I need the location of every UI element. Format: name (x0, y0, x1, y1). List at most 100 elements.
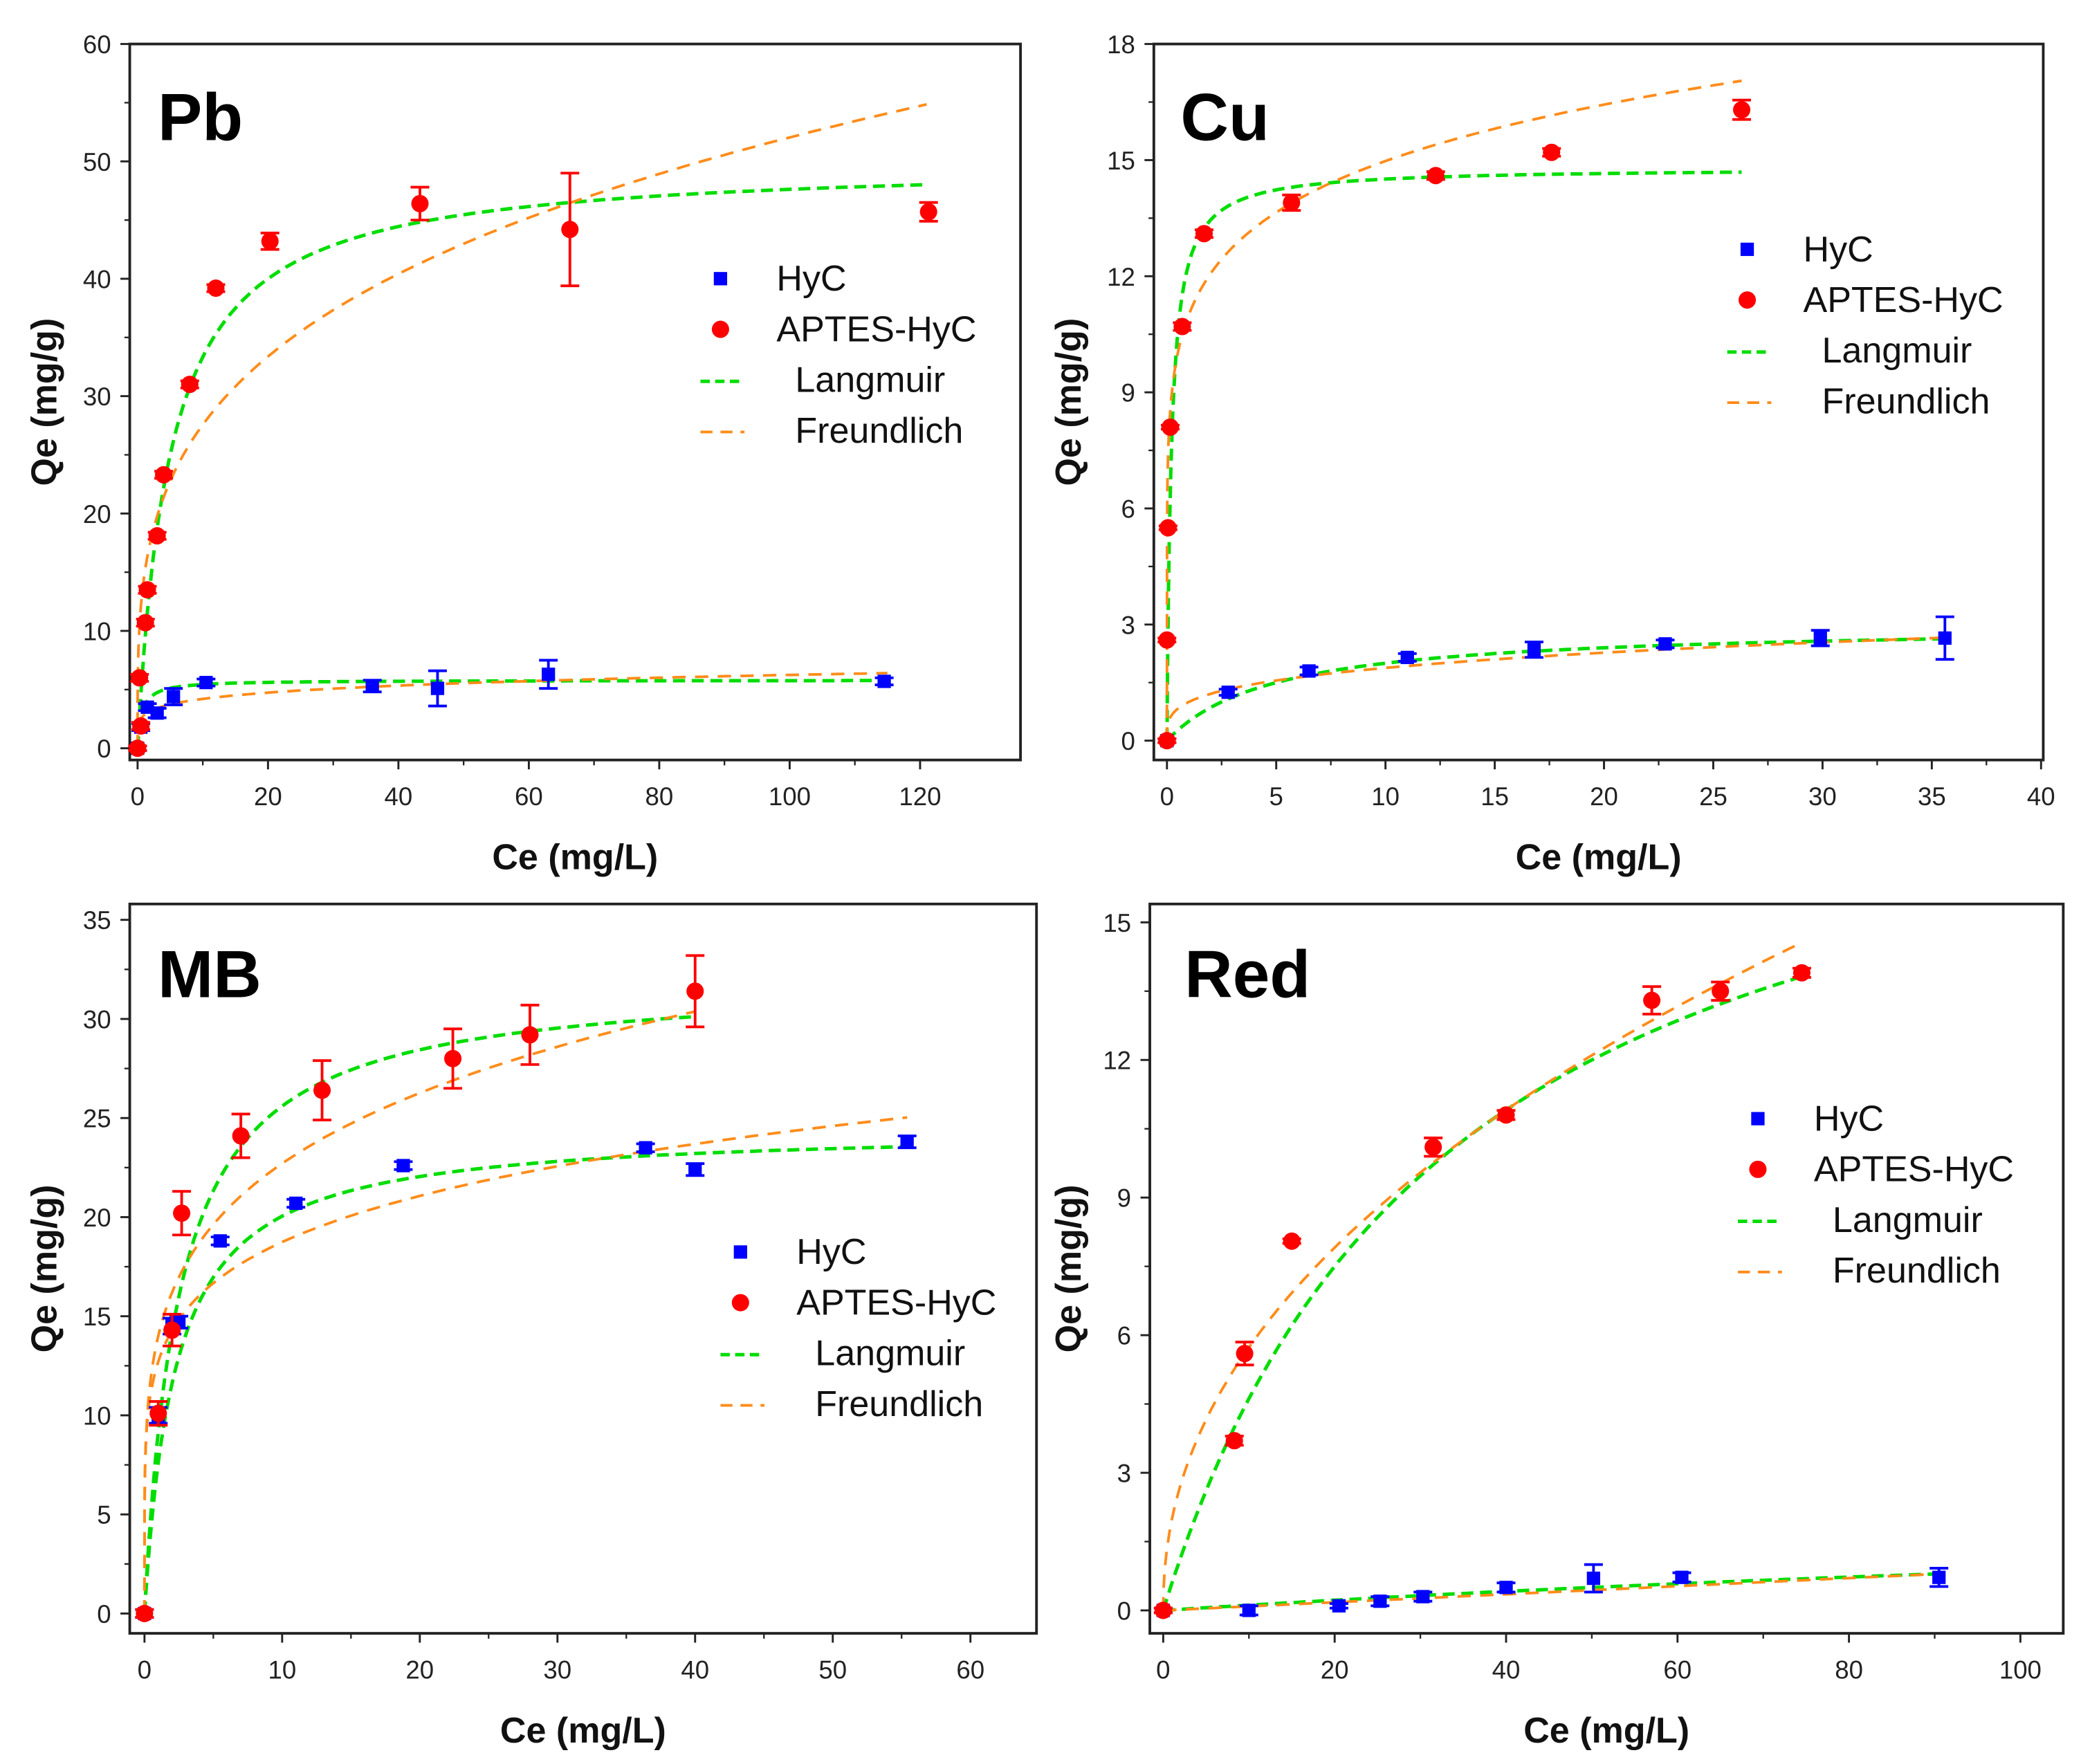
aptes-hyc-data-point (148, 527, 166, 545)
aptes-hyc-data-point (1154, 1601, 1172, 1619)
aptes-hyc-data-point (411, 194, 429, 212)
y-tick-label: 10 (83, 1402, 111, 1430)
hyc-data-point (1932, 1570, 1946, 1584)
x-tick-label: 40 (1492, 1656, 1521, 1684)
x-tick-label: 15 (1480, 782, 1509, 811)
y-tick-label: 0 (97, 735, 111, 763)
aptes-hyc-data-point (919, 203, 937, 221)
hyc-data-point (289, 1196, 303, 1211)
y-tick-label: 0 (97, 1600, 111, 1628)
legend-label: Freundlich (1822, 382, 1990, 422)
x-tick-label: 60 (956, 1656, 984, 1684)
legend-circle-icon (1749, 1160, 1767, 1178)
y-tick-label: 25 (83, 1105, 111, 1133)
legend-square-icon (733, 1245, 747, 1259)
x-tick-label: 40 (681, 1656, 709, 1684)
aptes-hyc-data-point (207, 279, 225, 297)
aptes-hyc-data-point (1424, 1138, 1442, 1156)
x-axis-label: Ce (mg/L) (500, 1711, 666, 1751)
hyc-data-point (1332, 1599, 1346, 1613)
legend: HyC APTES-HyC Langmuir Freundlich (1727, 230, 2004, 422)
aptes-hyc-data-point (1225, 1432, 1243, 1450)
y-tick-label: 12 (1103, 1047, 1131, 1075)
x-tick-label: 100 (1999, 1656, 2042, 1684)
y-tick-label: 12 (1107, 263, 1135, 291)
hyc-data-point (1658, 637, 1672, 651)
x-tick-label: 0 (138, 1656, 152, 1684)
legend-label: Freundlich (795, 411, 963, 451)
x-tick-label: 35 (1918, 782, 1946, 811)
y-tick-label: 0 (1121, 727, 1135, 755)
plot-frame (1152, 42, 2045, 762)
x-tick-label: 60 (515, 782, 543, 811)
legend-circle-icon (1739, 291, 1757, 309)
aptes-hyc-data-point (1161, 418, 1180, 437)
legend: HyC APTES-HyC Langmuir Freundlich (1738, 1099, 2014, 1291)
y-tick-label: 30 (83, 1005, 111, 1033)
legend-square-icon (713, 272, 728, 286)
legend: HyC APTES-HyC Langmuir Freundlich (700, 259, 976, 451)
x-tick-label: 20 (254, 782, 282, 811)
y-axis-label: Qe (mg/g) (1049, 1185, 1089, 1353)
aptes-hyc-data-point (136, 1604, 154, 1622)
x-tick-label: 100 (769, 782, 811, 811)
freundlich-fit-line (1165, 79, 1742, 741)
legend-label: HyC (776, 259, 846, 299)
plot-frame (1148, 902, 2065, 1635)
hyc-data-point (150, 706, 164, 720)
y-tick-label: 18 (1107, 30, 1135, 59)
y-tick-label: 9 (1121, 379, 1135, 407)
y-tick-label: 60 (83, 30, 111, 59)
aptes-hyc-data-point (1283, 194, 1301, 212)
hyc-data-point (877, 674, 891, 688)
hyc-data-point (1527, 643, 1541, 656)
freundlich-fit-line (143, 1116, 908, 1614)
y-axis-label: Qe (mg/g) (1049, 318, 1089, 486)
aptes-hyc-data-point (1793, 964, 1810, 982)
langmuir-fit-line (1165, 636, 1945, 742)
hyc-data-point (365, 679, 379, 693)
aptes-hyc-data-point (1427, 167, 1445, 185)
legend-label: HyC (1814, 1099, 1884, 1139)
x-tick-label: 50 (818, 1656, 847, 1684)
legend-label: Langmuir (1833, 1200, 1983, 1240)
hyc-data-point (1586, 1571, 1601, 1586)
aptes-hyc-data-point (313, 1081, 331, 1099)
y-tick-label: 10 (83, 617, 111, 645)
x-tick-label: 0 (1156, 1656, 1170, 1684)
x-tick-label: 25 (1699, 782, 1727, 811)
y-tick-label: 3 (1117, 1460, 1131, 1488)
y-tick-label: 20 (83, 1204, 111, 1232)
aptes-hyc-data-point (561, 221, 579, 239)
aptes-hyc-data-point (232, 1127, 250, 1145)
chart-panel-mb: 0 10 20 30 40 50 60 0 5 10 15 20 25 30 35 Ce (mg/L) Qe (… (25, 902, 1038, 1751)
aptes-hyc-data-point (1712, 982, 1730, 1000)
legend-label: APTES-HyC (1803, 280, 2003, 320)
y-tick-label: 15 (1107, 147, 1135, 175)
panel-title: Pb (158, 80, 243, 154)
legend-label: Langmuir (1822, 331, 1972, 371)
legend-label: APTES-HyC (776, 309, 976, 349)
y-tick-label: 30 (83, 383, 111, 411)
y-axis-label: Qe (mg/g) (25, 1185, 65, 1353)
aptes-hyc-data-point (163, 1321, 181, 1339)
y-tick-label: 40 (83, 265, 111, 293)
hyc-data-point (1675, 1570, 1689, 1584)
hyc-data-point (213, 1234, 227, 1248)
aptes-hyc-data-point (1643, 991, 1661, 1009)
y-tick-label: 6 (1121, 495, 1135, 523)
legend-circle-icon (731, 1294, 749, 1312)
legend-label: HyC (1803, 230, 1873, 270)
hyc-data-point (396, 1159, 410, 1173)
aptes-hyc-data-point (149, 1404, 167, 1422)
x-tick-label: 60 (1663, 1656, 1692, 1684)
legend-label: APTES-HyC (1814, 1150, 2014, 1190)
hyc-data-point (1302, 664, 1316, 678)
y-tick-label: 9 (1117, 1184, 1131, 1213)
chart-panel-cu: 0 5 10 15 20 25 30 35 40 0 3 6 9 12 15 18 Ce (mg/L) Qe (m… (1049, 30, 2055, 878)
hyc-data-point (1499, 1581, 1513, 1595)
y-tick-label: 35 (83, 906, 111, 935)
langmuir-fit-line (136, 679, 888, 748)
legend-circle-icon (711, 320, 729, 338)
